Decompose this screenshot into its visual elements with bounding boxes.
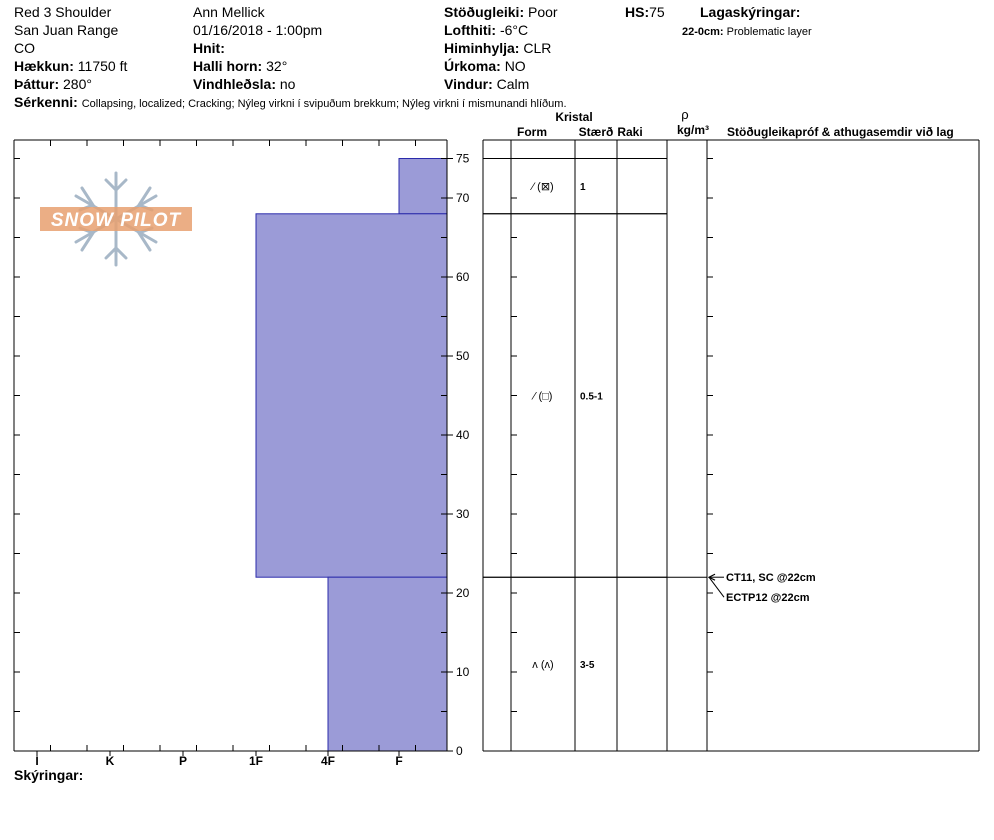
y-tick-label: 20 bbox=[456, 586, 470, 600]
test-pointer-line bbox=[708, 576, 725, 598]
y-tick-label: 75 bbox=[456, 152, 470, 166]
location-name: Red 3 Shoulder bbox=[14, 4, 112, 20]
wind-loading-label: Vindhleðsla: bbox=[193, 76, 276, 92]
aspect-label: Þáttur: bbox=[14, 76, 60, 92]
grain-size: 1 bbox=[580, 182, 586, 193]
sky-label: Himinhylja: bbox=[444, 40, 520, 56]
x-tick-label: 4F bbox=[321, 754, 335, 768]
hardness-plot: 0 10 20 30 40 50 60 70 75 I K P 1F 4F F bbox=[13, 139, 470, 768]
layer-note-text: Problematic layer bbox=[726, 26, 812, 38]
snow-height: HS:75 bbox=[625, 3, 665, 21]
range-name: San Juan Range bbox=[14, 22, 119, 38]
air-temp: Lofthiti: -6°C bbox=[444, 21, 528, 39]
hardness-layer-bar bbox=[255, 213, 448, 578]
x-tick-label: F bbox=[395, 754, 402, 768]
coords: Hnit: bbox=[193, 39, 225, 57]
stability-test-result: ECTP12 @22cm bbox=[726, 592, 810, 604]
air-temp-label: Lofthiti: bbox=[444, 22, 497, 38]
y-tick-label: 50 bbox=[456, 349, 470, 363]
aspect-value: 280° bbox=[63, 76, 92, 92]
elevation-label: Hækkun: bbox=[14, 58, 74, 74]
precipitation: Úrkoma: NO bbox=[444, 57, 526, 75]
layer-note: 22-0cm: Problematic layer bbox=[682, 23, 812, 41]
form-header: Form bbox=[517, 125, 547, 139]
moisture-header: Raki bbox=[617, 125, 642, 139]
stability: Stöðugleiki: Poor bbox=[444, 3, 558, 21]
slope-angle: Halli horn: 32° bbox=[193, 57, 287, 75]
stability-label: Stöðugleiki: bbox=[444, 4, 525, 20]
air-temp-value: -6°C bbox=[499, 22, 529, 38]
sky-value: CLR bbox=[523, 40, 552, 56]
observer-name: Ann Mellick bbox=[193, 4, 265, 20]
stability-value: Poor bbox=[528, 4, 558, 20]
wind-loading: Vindhleðsla: no bbox=[193, 75, 295, 93]
layer-table: Kristal Form Stærð Raki ρkg/m³ Stöðugleikapró… bbox=[482, 107, 980, 752]
density-unit-header: kg/m³ bbox=[677, 123, 709, 137]
elevation: Hækkun: 11750 ft bbox=[14, 57, 127, 75]
slope-value: 32° bbox=[266, 58, 288, 74]
grain-form-symbol: ʌ (ʌ) bbox=[532, 659, 553, 671]
size-header: Stærð bbox=[579, 125, 614, 139]
coords-label: Hnit: bbox=[193, 40, 225, 56]
precip-label: Úrkoma: bbox=[444, 58, 501, 74]
y-tick-label: 30 bbox=[456, 507, 470, 521]
y-tick-label: 10 bbox=[456, 665, 470, 679]
hs-value: 75 bbox=[649, 4, 665, 20]
x-tick-label: I bbox=[35, 754, 38, 768]
logo-text: SNOW PILOT bbox=[51, 210, 182, 231]
wind-label: Vindur: bbox=[444, 76, 493, 92]
x-tick-label: 1F bbox=[249, 754, 263, 768]
wind-loading-value: no bbox=[279, 76, 296, 92]
stability-test-result: CT11, SC @22cm bbox=[726, 572, 816, 584]
y-tick-label: 70 bbox=[456, 191, 470, 205]
y-tick-label: 60 bbox=[456, 270, 470, 284]
features-value: Collapsing, localized; Cracking; Nýleg v… bbox=[81, 98, 567, 110]
layer-notes-title: Lagaskýringar: bbox=[700, 4, 801, 20]
notes-label: Skýringar: bbox=[14, 767, 84, 783]
y-tick-label: 40 bbox=[456, 428, 470, 442]
features-label: Sérkenni: bbox=[14, 94, 78, 110]
features: Sérkenni: Collapsing, localized; Crackin… bbox=[14, 93, 567, 113]
aspect: Þáttur: 280° bbox=[14, 75, 92, 93]
snowpilot-logo: SNOW PILOT bbox=[40, 171, 192, 267]
elevation-value: 11750 ft bbox=[77, 58, 128, 74]
hs-label: HS: bbox=[625, 4, 650, 20]
comments-header: Stöðugleikapróf & athugasemdir við lag bbox=[727, 125, 954, 139]
observation-datetime: 01/16/2018 - 1:00pm bbox=[193, 22, 323, 38]
layer-note-range: 22-0cm: bbox=[682, 26, 724, 38]
crystal-header: Kristal bbox=[555, 110, 592, 124]
logo-banner bbox=[40, 207, 192, 231]
x-tick-label: P bbox=[179, 754, 187, 768]
density-symbol: ρ bbox=[681, 107, 688, 122]
y-tick-label: 0 bbox=[456, 744, 463, 758]
wind: Vindur: Calm bbox=[444, 75, 529, 93]
precip-value: NO bbox=[504, 58, 526, 74]
hardness-layer-bar bbox=[398, 158, 448, 215]
x-tick-label: K bbox=[106, 754, 115, 768]
state-name: CO bbox=[14, 40, 35, 56]
sky-cover: Himinhylja: CLR bbox=[444, 39, 551, 57]
slope-label: Halli horn: bbox=[193, 58, 263, 74]
wind-value: Calm bbox=[496, 76, 530, 92]
grain-size: 0.5-1 bbox=[580, 392, 603, 403]
hardness-layer-bar bbox=[327, 576, 448, 752]
grain-form-symbol: ⁄ (⊠) bbox=[529, 181, 553, 193]
test-arrow-icon bbox=[707, 573, 716, 581]
grain-size: 3-5 bbox=[580, 660, 595, 671]
grain-form-symbol: ⁄ (□) bbox=[531, 391, 553, 403]
